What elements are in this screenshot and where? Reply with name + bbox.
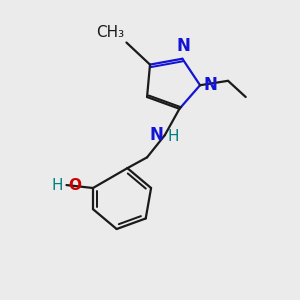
Text: N: N — [149, 126, 163, 144]
Text: N: N — [177, 37, 191, 55]
Text: N: N — [204, 76, 218, 94]
Text: O: O — [68, 178, 81, 193]
Text: CH₃: CH₃ — [96, 25, 124, 40]
Text: H: H — [51, 178, 63, 193]
Text: H: H — [167, 129, 178, 144]
